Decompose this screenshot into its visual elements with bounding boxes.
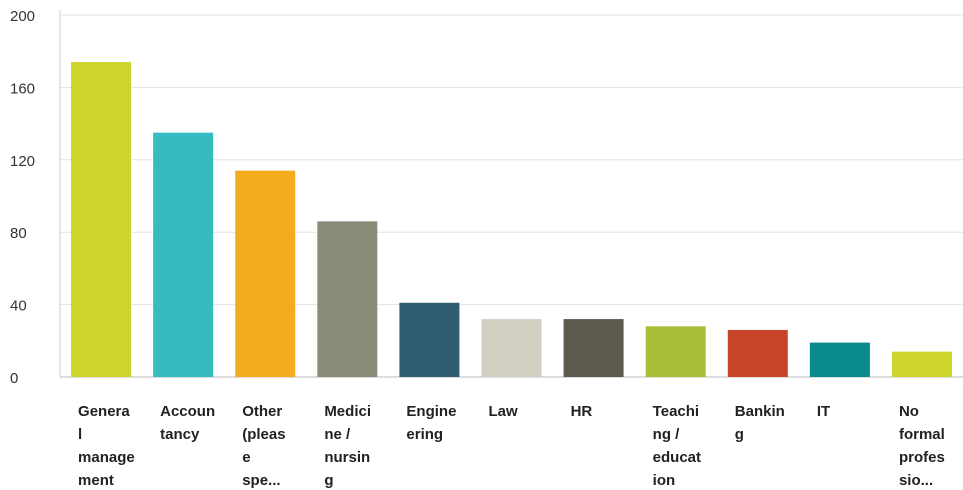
- x-tick-line: manage: [78, 449, 135, 466]
- x-tick-label: IT: [817, 403, 830, 420]
- x-tick-label: Other (pleas e spe...: [242, 403, 285, 489]
- x-tick-line: ne /: [324, 426, 351, 443]
- y-tick-label: 200: [10, 8, 35, 25]
- x-tick-line: Medici: [324, 403, 371, 420]
- x-tick-line: nursin: [324, 449, 370, 466]
- x-tick-line: ion: [653, 472, 676, 489]
- x-tick-label: Bankin g: [735, 403, 785, 443]
- x-tick-line: ering: [406, 426, 443, 443]
- bar: [481, 319, 542, 377]
- x-tick-line: profes: [899, 449, 945, 466]
- x-tick-line: sio...: [899, 472, 933, 489]
- x-tick-line: l: [78, 426, 82, 443]
- x-tick-line: No: [899, 403, 919, 420]
- x-tick-label: Genera l manage ment: [78, 403, 135, 489]
- x-tick-label: No formal profes sio...: [899, 403, 945, 489]
- x-tick-label: HR: [571, 403, 593, 420]
- x-tick-line: Genera: [78, 403, 130, 420]
- bar: [727, 329, 788, 377]
- bar: [71, 62, 132, 378]
- x-tick-line: ment: [78, 472, 114, 489]
- x-tick-line: ng /: [653, 426, 680, 443]
- x-tick-label: Accoun tancy: [160, 403, 215, 443]
- x-tick-line: IT: [817, 403, 830, 420]
- x-tick-label: Engine ering: [406, 403, 456, 443]
- x-tick-line: formal: [899, 426, 945, 443]
- x-tick-line: Bankin: [735, 403, 785, 420]
- x-tick-line: Accoun: [160, 403, 215, 420]
- y-tick-label: 160: [10, 80, 35, 97]
- bar: [563, 319, 624, 377]
- x-tick-line: HR: [571, 403, 593, 420]
- bar: [235, 170, 296, 377]
- bar: [809, 342, 870, 377]
- y-tick-label: 120: [10, 153, 35, 170]
- x-tick-label: Law: [489, 403, 519, 420]
- x-tick-line: (pleas: [242, 426, 285, 443]
- x-tick-line: Engine: [406, 403, 456, 420]
- x-tick-label: Medici ne / nursin g: [324, 403, 371, 489]
- y-tick-label: 80: [10, 225, 27, 242]
- y-tick-label: 0: [10, 370, 18, 387]
- x-tick-line: g: [324, 472, 333, 489]
- x-tick-label: Teachi ng / educat ion: [653, 403, 701, 489]
- x-tick-line: Teachi: [653, 403, 699, 420]
- bar: [645, 326, 706, 377]
- bar: [399, 302, 460, 377]
- x-tick-line: Other: [242, 403, 282, 420]
- y-tick-label: 40: [10, 298, 27, 315]
- x-tick-line: g: [735, 426, 744, 443]
- x-tick-line: Law: [489, 403, 519, 420]
- x-tick-line: tancy: [160, 426, 200, 443]
- x-tick-line: spe...: [242, 472, 280, 489]
- bar: [891, 351, 952, 377]
- x-tick-line: e: [242, 449, 250, 466]
- bar: [317, 221, 378, 377]
- x-tick-line: educat: [653, 449, 701, 466]
- bar: [153, 132, 214, 377]
